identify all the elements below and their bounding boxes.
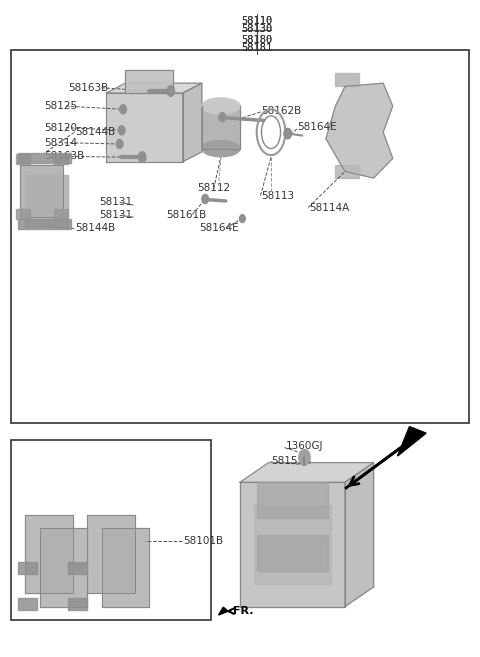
Ellipse shape: [202, 141, 240, 157]
Polygon shape: [240, 463, 373, 482]
Circle shape: [284, 128, 291, 139]
Polygon shape: [16, 209, 30, 219]
Circle shape: [299, 449, 310, 465]
Polygon shape: [18, 153, 71, 163]
Text: 58151B: 58151B: [271, 456, 311, 466]
Bar: [11, 440, 211, 620]
Text: 58131: 58131: [99, 197, 132, 207]
Text: 58180: 58180: [241, 35, 272, 45]
Polygon shape: [25, 515, 73, 593]
Text: 58112: 58112: [197, 183, 230, 194]
Polygon shape: [240, 482, 345, 606]
Text: 58180: 58180: [241, 35, 272, 45]
Circle shape: [116, 139, 123, 148]
Circle shape: [118, 125, 125, 135]
Text: 58110: 58110: [241, 16, 272, 26]
Bar: [11, 51, 469, 423]
Polygon shape: [18, 598, 37, 610]
Text: 58114A: 58114A: [309, 203, 349, 213]
Polygon shape: [336, 165, 360, 178]
Polygon shape: [21, 165, 63, 217]
Text: 58130: 58130: [241, 24, 272, 34]
Polygon shape: [345, 463, 373, 606]
Polygon shape: [54, 154, 68, 164]
Text: 58164E: 58164E: [297, 122, 337, 132]
Polygon shape: [87, 515, 135, 593]
Text: 58130: 58130: [241, 24, 272, 34]
Text: 58164E: 58164E: [199, 223, 239, 233]
Polygon shape: [254, 505, 331, 583]
Text: 58101B: 58101B: [183, 536, 223, 546]
Circle shape: [120, 104, 126, 114]
Circle shape: [138, 152, 146, 162]
Polygon shape: [39, 528, 87, 606]
Polygon shape: [218, 607, 228, 615]
Text: 1360GJ: 1360GJ: [285, 442, 323, 451]
Circle shape: [202, 194, 208, 204]
Polygon shape: [107, 93, 183, 162]
Polygon shape: [183, 83, 202, 162]
Polygon shape: [68, 562, 87, 574]
Ellipse shape: [202, 98, 240, 114]
Text: 58144B: 58144B: [75, 127, 116, 137]
Text: 58144B: 58144B: [75, 223, 116, 233]
Polygon shape: [125, 70, 173, 93]
Polygon shape: [54, 209, 68, 219]
Text: 58120: 58120: [44, 123, 77, 133]
Circle shape: [219, 112, 226, 122]
Text: 58162B: 58162B: [262, 106, 302, 116]
Polygon shape: [18, 219, 71, 229]
Text: 58163B: 58163B: [44, 152, 84, 162]
Polygon shape: [25, 175, 68, 227]
Text: 58181: 58181: [241, 43, 272, 53]
Circle shape: [167, 86, 175, 97]
Text: 58113: 58113: [262, 191, 295, 200]
Text: 58125: 58125: [44, 101, 77, 111]
Polygon shape: [397, 426, 426, 456]
Polygon shape: [107, 83, 202, 93]
Text: FR.: FR.: [233, 606, 253, 616]
Polygon shape: [257, 535, 328, 570]
Bar: [202, 106, 240, 148]
Polygon shape: [18, 562, 37, 574]
Polygon shape: [102, 528, 149, 606]
Polygon shape: [257, 482, 328, 518]
Text: 58161B: 58161B: [166, 210, 206, 219]
Text: 58131: 58131: [99, 210, 132, 220]
Text: 58181: 58181: [241, 43, 272, 53]
Polygon shape: [326, 83, 393, 178]
Polygon shape: [336, 74, 360, 87]
Polygon shape: [16, 154, 30, 164]
Polygon shape: [68, 598, 87, 610]
Text: 58314: 58314: [44, 138, 77, 148]
Text: 58110: 58110: [241, 16, 272, 26]
Circle shape: [240, 215, 245, 223]
Text: 58163B: 58163B: [68, 83, 108, 93]
